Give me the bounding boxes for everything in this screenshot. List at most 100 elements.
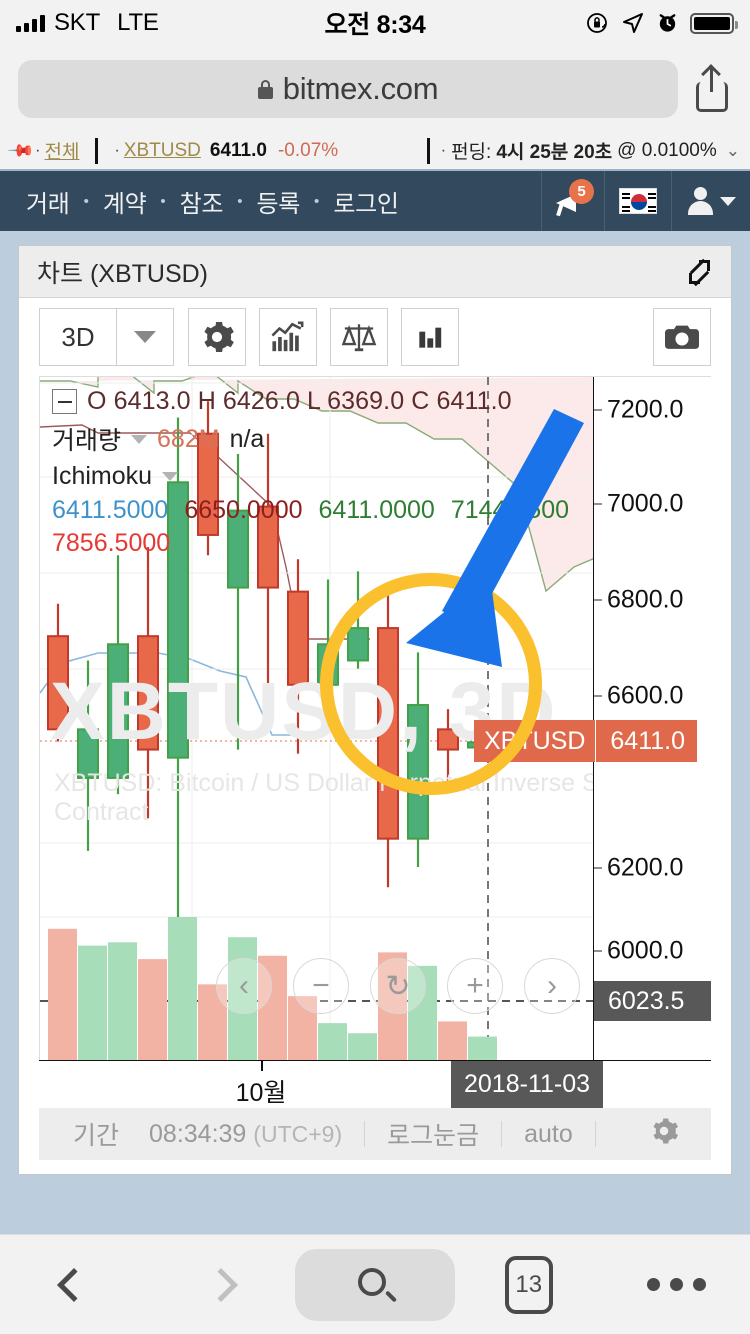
status-bar-clock: 오전 8:34 (324, 11, 426, 39)
time-axis[interactable]: 10월 2018-11-03 (39, 1060, 711, 1108)
page-body: 차트 (XBTUSD) 3D (0, 231, 750, 1269)
price-tick-6000: 6000.0 (594, 937, 683, 966)
ichimoku-value-1: 6411.5000 (52, 496, 169, 524)
bullet-separator: · (35, 141, 41, 159)
gear-icon (653, 1118, 678, 1143)
indicators-chart-icon (271, 321, 304, 352)
funding-rate: @ 0.0100% (617, 139, 717, 161)
user-icon (686, 187, 714, 215)
chart-navigation-controls: ‹ − ↻ + › (216, 958, 580, 1014)
time-tick-mark (261, 1061, 263, 1071)
chevron-left-icon (56, 1267, 91, 1302)
share-icon[interactable] (692, 64, 732, 112)
browser-search-button[interactable] (295, 1235, 455, 1334)
bullet-separator-3: · (440, 141, 447, 159)
price-tick-6800: 6800.0 (594, 586, 683, 615)
log-scale-toggle[interactable]: 로그눈금 (387, 1122, 480, 1150)
ticker-symbol[interactable]: XBTUSD (123, 139, 201, 161)
pin-icon: 📌 (6, 135, 36, 165)
nav-item-reference[interactable]: 참조 (179, 190, 224, 218)
volume-label: 거래량 (52, 427, 122, 455)
interval-button[interactable]: 3D (39, 308, 117, 366)
chart-nav-reset[interactable]: ↻ (370, 958, 426, 1014)
url-input[interactable]: bitmex.com (18, 60, 678, 118)
snapshot-button[interactable] (653, 308, 711, 366)
status-divider-1 (364, 1121, 366, 1147)
ichimoku-value-3: 6411.0000 (318, 496, 435, 524)
chart-nav-zoom-out[interactable]: − (293, 958, 349, 1014)
browser-more-button[interactable] (603, 1235, 750, 1334)
ichimoku-value-5: 7856.5000 (52, 529, 171, 557)
current-price-symbol: XBTUSD (474, 720, 596, 762)
language-button[interactable] (604, 171, 671, 231)
browser-url-bar: bitmex.com (0, 46, 750, 132)
chart-settings-button[interactable] (188, 308, 246, 366)
price-axis[interactable]: 7200.0 7000.0 6800.0 6600.0 6200.0 6000.… (474, 377, 711, 1060)
ichimoku-value-4: 7144.2500 (450, 496, 570, 524)
funding-label: 펀딩: (451, 142, 492, 163)
location-arrow-icon (623, 13, 643, 33)
nav-item-register[interactable]: 등록 (256, 190, 301, 218)
ticker-all-segment[interactable]: 📌 · 전체 (0, 132, 89, 169)
rotation-lock-icon (587, 13, 607, 33)
minus-box-icon[interactable] (52, 389, 77, 414)
caret-down-icon-2[interactable] (162, 472, 179, 481)
nav-item-contracts[interactable]: 계약 (102, 190, 147, 218)
status-bar-left: SKT LTE (16, 9, 159, 37)
ichimoku-values-row: 6411.5000 6650.0000 6411.0000 7144.2500 (52, 496, 569, 525)
indicators-button[interactable] (259, 308, 317, 366)
chart-plot-area[interactable]: XBTUSD, 3D XBTUSD: Bitcoin / US Dollar P… (39, 376, 711, 1060)
page-title: 차트 (XBTUSD) (37, 259, 209, 288)
ichimoku-values-row-2: 7856.5000 (52, 529, 569, 558)
nav-bullet-1: • (83, 192, 89, 210)
browser-tabs-button[interactable]: 13 (455, 1235, 603, 1334)
ios-status-bar: SKT LTE 오전 8:34 (0, 0, 750, 46)
nav-item-login[interactable]: 로그인 (333, 190, 399, 218)
account-menu-button[interactable] (671, 171, 750, 231)
scales-icon (341, 324, 377, 352)
nav-item-trade[interactable]: 거래 (26, 190, 70, 218)
price-tick-7000: 7000.0 (594, 490, 683, 519)
ticker-bar: 📌 · 전체 · XBTUSD 6411.0 -0.07% · 펀딩: 4시 2… (0, 132, 750, 171)
bar-style-button[interactable] (401, 308, 459, 366)
ichimoku-label: Ichimoku (52, 462, 153, 490)
nav-bullet-3: • (237, 192, 243, 210)
status-bar-right (586, 11, 738, 35)
chart-nav-prev[interactable]: ‹ (216, 958, 272, 1014)
browser-back-button[interactable] (0, 1235, 148, 1334)
volume-value: 682M (157, 424, 220, 453)
chart-status-bar: 기간 08:34:39 (UTC+9) 로그눈금 auto (39, 1108, 711, 1160)
site-nav-bar: 거래 • 계약 • 참조 • 등록 • 로그인 5 (0, 171, 750, 231)
chevron-double-down-icon[interactable]: ⌄ (725, 140, 740, 160)
korea-flag-icon (619, 188, 657, 214)
collapse-icon[interactable] (687, 258, 713, 286)
chart-toolbar: 3D (19, 298, 731, 376)
search-icon (358, 1267, 398, 1303)
nav-bullet-4: • (314, 192, 320, 210)
caret-down-icon (720, 196, 736, 206)
announcements-button[interactable]: 5 (541, 171, 604, 231)
ticker-funding-segment[interactable]: · 펀딩: 4시 25분 20초 @ 0.0100% ⌄ (421, 137, 750, 164)
chart-clock-timezone: (UTC+9) (253, 1120, 343, 1147)
bullet-separator-2: · (114, 141, 120, 159)
network-type-label: LTE (117, 9, 159, 36)
tab-count-badge: 13 (504, 1255, 553, 1314)
ticker-divider-2 (426, 137, 430, 164)
interval-status-label[interactable]: 기간 (73, 1122, 120, 1150)
caret-down-icon[interactable] (131, 434, 148, 444)
ellipsis-icon (646, 1278, 706, 1291)
ticker-all-label[interactable]: 전체 (44, 142, 80, 163)
chart-panel: 차트 (XBTUSD) 3D (18, 245, 732, 1175)
auto-scale-toggle[interactable]: auto (524, 1119, 573, 1148)
chart-panel-header: 차트 (XBTUSD) (19, 246, 731, 298)
legend-volume-row: 거래량 682M n/a (52, 421, 569, 457)
ticker-symbol-segment[interactable]: · XBTUSD 6411.0 -0.07% (104, 132, 348, 169)
chart-status-settings-button[interactable] (649, 1116, 679, 1153)
crosshair-date-badge: 2018-11-03 (451, 1061, 604, 1108)
chart-nav-zoom-in[interactable]: + (447, 958, 503, 1014)
interval-dropdown-button[interactable] (116, 308, 174, 366)
compare-button[interactable] (330, 308, 388, 366)
funding-countdown: 4시 25분 20초 (496, 142, 613, 163)
browser-forward-button[interactable] (148, 1235, 296, 1334)
chart-nav-next[interactable]: › (524, 958, 580, 1014)
